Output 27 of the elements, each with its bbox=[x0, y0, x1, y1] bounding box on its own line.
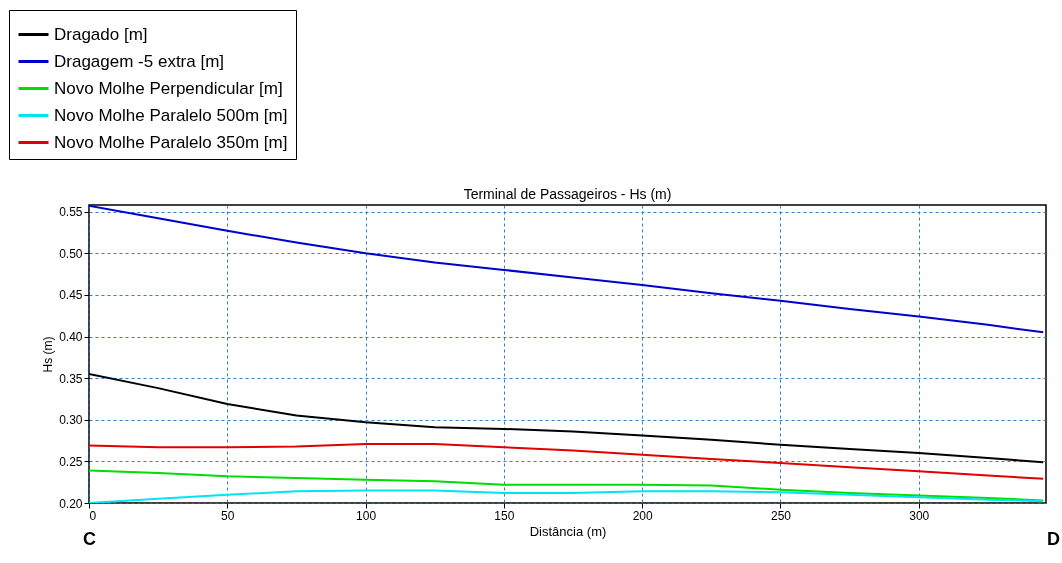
x-tick-label: 250 bbox=[770, 508, 792, 523]
line-series bbox=[89, 205, 1045, 334]
chart-title: Terminal de Passageiros - Hs (m) bbox=[463, 186, 672, 202]
y-tick-label: 0.45 bbox=[59, 288, 83, 303]
line-series bbox=[89, 442, 1045, 480]
y-tick-label: 0.55 bbox=[59, 205, 83, 220]
x-tick-label: 100 bbox=[356, 508, 377, 523]
x-tick-label: 200 bbox=[632, 508, 654, 523]
x-tick-label: 0 bbox=[89, 508, 97, 523]
x-tick-label: 50 bbox=[221, 508, 235, 523]
legend-label: Novo Molhe Paralelo 500m [m] bbox=[54, 105, 288, 125]
legend-label: Dragado [m] bbox=[54, 24, 148, 44]
x-axis-title: Distância (m) bbox=[529, 523, 607, 539]
legend-label: Dragagem -5 extra [m] bbox=[54, 51, 225, 71]
y-tick-label: 0.40 bbox=[59, 330, 83, 345]
y-axis-title: Hs (m) bbox=[41, 336, 56, 373]
y-tick-label: 0.20 bbox=[59, 496, 83, 511]
y-tick-label: 0.30 bbox=[59, 413, 83, 428]
legend-label: Novo Molhe Paralelo 350m [m] bbox=[54, 132, 288, 152]
x-tick-label: 150 bbox=[494, 508, 515, 523]
text: D bbox=[1047, 529, 1060, 549]
x-tick-label: 300 bbox=[909, 508, 930, 523]
y-tick-label: 0.35 bbox=[59, 371, 83, 386]
legend-label: Novo Molhe Perpendicular [m] bbox=[54, 78, 283, 98]
y-tick-label: 0.50 bbox=[59, 246, 83, 261]
y-tick-label: 0.25 bbox=[59, 454, 83, 469]
text: C bbox=[83, 529, 96, 549]
